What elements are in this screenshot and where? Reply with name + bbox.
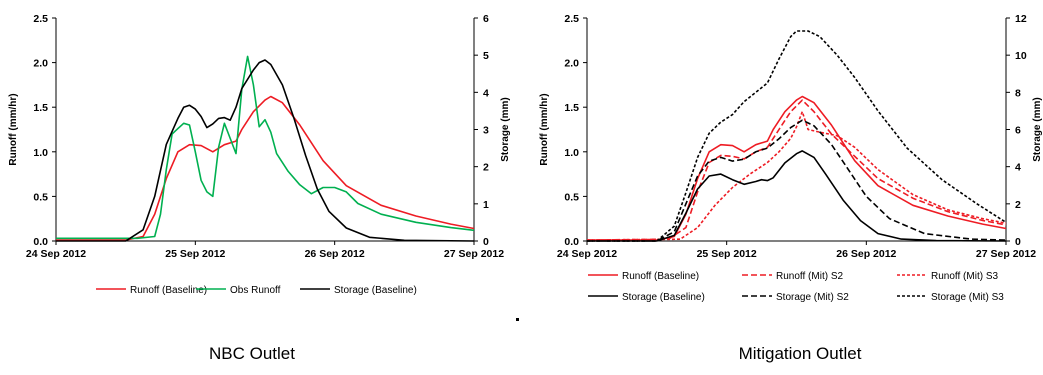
legend-label: Storage (Mit) S3 [931, 292, 1004, 303]
series-line-storage-mit-s2 [587, 119, 1007, 242]
y-tick-label: 0.0 [33, 236, 48, 248]
y-tick-label: 2.5 [564, 13, 579, 25]
series-line-storage-baseline [56, 59, 475, 242]
chart-caption: Mitigation Outlet [739, 344, 862, 363]
series-line-runoff-mit-s3 [586, 110, 1007, 241]
series-line-runoff-mit-s2 [586, 99, 1007, 241]
y-tick-label: 1.0 [33, 147, 48, 159]
y2-tick-label: 2 [483, 162, 489, 174]
legend-label: Runoff (Mit) S3 [931, 271, 998, 282]
y2-tick-label: 3 [483, 125, 489, 137]
y-tick-label: 0.5 [564, 191, 579, 203]
y2-tick-label: 2 [1015, 199, 1021, 211]
x-tick-label: 25 Sep 2012 [165, 248, 225, 260]
y-tick-label: 0.0 [564, 236, 579, 248]
y-axis-title: Runoff (mm/hr) [539, 93, 550, 165]
y-tick-label: 2.5 [33, 13, 48, 25]
y2-tick-label: 5 [483, 50, 489, 62]
x-tick-label: 27 Sep 2012 [444, 248, 504, 260]
y-tick-label: 0.5 [33, 191, 48, 203]
y2-tick-label: 6 [483, 13, 489, 25]
legend-label: Storage (Baseline) [622, 292, 705, 303]
y2-tick-label: 0 [1015, 236, 1021, 248]
legend-label: Storage (Mit) S2 [776, 292, 849, 303]
y-tick-label: 1.0 [564, 147, 579, 159]
x-tick-label: 25 Sep 2012 [697, 248, 757, 260]
y-tick-label: 2.0 [564, 58, 579, 70]
y2-tick-label: 0 [483, 236, 489, 248]
y-tick-label: 1.5 [564, 102, 579, 114]
y2-axis-title: Storage (mm) [500, 97, 511, 161]
y2-tick-label: 6 [1015, 125, 1021, 137]
y-axis-title: Runoff (mm/hr) [8, 93, 19, 165]
chart-caption: NBC Outlet [209, 344, 295, 363]
y-tick-label: 2.0 [33, 58, 48, 70]
y-tick-label: 1.5 [33, 102, 48, 114]
y2-tick-label: 12 [1015, 13, 1027, 25]
x-tick-label: 24 Sep 2012 [557, 248, 617, 260]
y2-tick-label: 8 [1015, 87, 1021, 99]
x-tick-label: 26 Sep 2012 [836, 248, 896, 260]
series-line-storage-mit-s3 [587, 30, 1007, 242]
legend-label: Runoff (Mit) S2 [776, 271, 843, 282]
y2-tick-label: 4 [483, 87, 489, 99]
legend-label: Runoff (Baseline) [622, 271, 699, 282]
series-line-obs-runoff [56, 55, 475, 240]
x-tick-label: 27 Sep 2012 [976, 248, 1036, 260]
series-line-runoff-baseline [56, 95, 475, 241]
y2-tick-label: 10 [1015, 50, 1027, 62]
legend-label: Obs Runoff [230, 285, 281, 296]
series-group [56, 55, 475, 242]
legend-label: Storage (Baseline) [334, 285, 417, 296]
y2-tick-label: 1 [483, 199, 489, 211]
legend-label: Runoff (Baseline) [130, 285, 207, 296]
series-line-storage-baseline [587, 150, 1007, 242]
stray-dot [516, 318, 519, 321]
y2-tick-label: 4 [1015, 162, 1021, 174]
x-tick-label: 26 Sep 2012 [305, 248, 365, 260]
y2-axis-title: Storage (mm) [1032, 97, 1043, 161]
series-line-runoff-baseline [587, 95, 1007, 241]
series-group [586, 30, 1007, 242]
x-tick-label: 24 Sep 2012 [26, 248, 86, 260]
